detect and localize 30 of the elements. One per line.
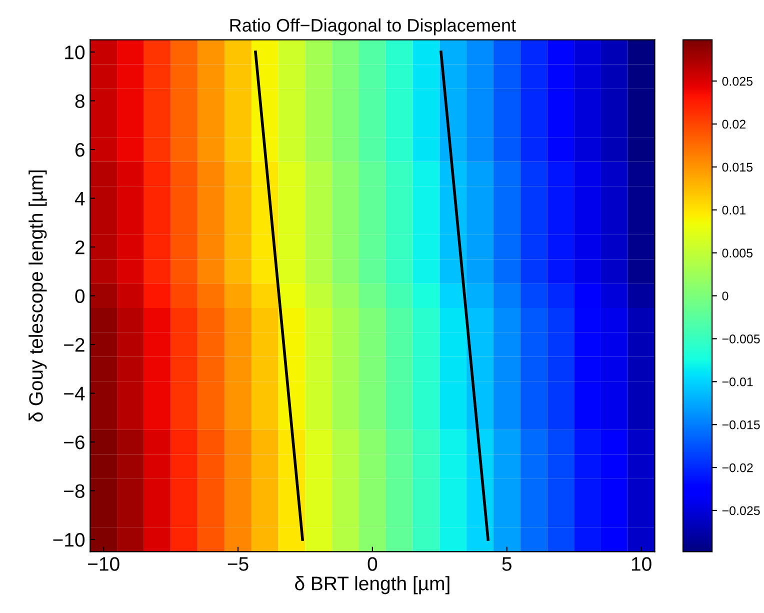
y-tick-label: −4 (64, 386, 85, 400)
y-tick-label: −6 (64, 435, 84, 450)
color-bar-label: 0.02 (722, 120, 746, 129)
color-bar-label: 0.015 (722, 162, 753, 172)
color-bar-label: 0 (722, 292, 728, 300)
x-tick-label: 5 (502, 557, 512, 571)
y-tick-label: 10 (65, 46, 85, 60)
y-tick-label: 4 (74, 192, 85, 206)
y-axis-title: δ Gouy telescope length [µm] (28, 170, 47, 422)
y-tick-label: −2 (64, 338, 84, 352)
y-tick-label: 2 (75, 240, 84, 254)
x-tick-label: 10 (632, 557, 652, 571)
x-axis-title: δ BRT length [µm] (295, 576, 450, 594)
color-bar-label: −0.025 (722, 506, 760, 516)
color-bar-label: 0.025 (722, 76, 753, 86)
y-tick-label: 8 (75, 94, 84, 108)
y-tick-label: 0 (75, 289, 85, 304)
color-bar-label: −0.02 (722, 463, 753, 472)
color-bar-label: −0.015 (722, 420, 760, 430)
y-tick-label: −10 (53, 532, 85, 547)
x-tick-label: 0 (368, 557, 378, 571)
x-tick-label: −5 (228, 557, 248, 571)
color-bar-label: 0.01 (722, 206, 746, 215)
y-tick-label: 6 (75, 142, 84, 157)
chart-title: Ratio Off−Diagonal to Displacement (230, 18, 516, 36)
x-tick-label: −10 (88, 557, 120, 571)
color-bar-label: −0.01 (722, 377, 753, 386)
y-tick-label: −8 (64, 484, 84, 498)
color-bar-label: 0.005 (722, 248, 753, 258)
color-bar-label: −0.005 (722, 334, 760, 344)
